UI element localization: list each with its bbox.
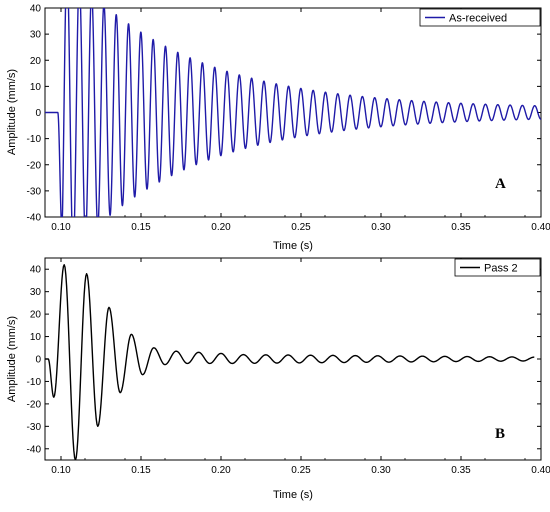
x-tick-label: 0.15 [131, 465, 151, 476]
panel-b-x-axis-title: Time (s) [273, 489, 313, 501]
panel-b-legend-box [454, 258, 541, 277]
panel-b-series [45, 264, 535, 460]
y-tick-label: -10 [27, 134, 42, 145]
panel-a-x-axis-title: Time (s) [273, 240, 313, 252]
panel-a-legend: As-received [419, 8, 541, 27]
x-tick-label: 0.20 [211, 465, 231, 476]
x-tick-label: 0.10 [51, 222, 71, 233]
panel-a-y-ticks: -40 -30 -20 -10 0 10 20 30 40 [27, 4, 541, 224]
y-tick-label: -40 [27, 213, 42, 224]
x-tick-label: 0.40 [531, 222, 550, 233]
y-tick-label: 10 [30, 332, 42, 343]
y-tick-label: -40 [27, 444, 42, 455]
y-tick-label: 0 [35, 108, 41, 119]
series-line-as-received [45, 8, 541, 217]
y-tick-label: 30 [30, 287, 42, 298]
panel-a-x-ticks: 0.10 0.15 0.20 0.25 0.30 0.35 0.40 [44, 8, 550, 233]
panel-b: 0.10 0.15 0.20 0.25 0.30 0.35 0.40 -40 -30 -20 -1… [6, 257, 550, 501]
y-tick-label: 40 [30, 265, 42, 276]
y-tick-label: 0 [35, 355, 41, 366]
y-tick-label: -30 [27, 186, 42, 197]
y-tick-label: 20 [30, 56, 42, 67]
x-tick-label: 0.20 [211, 222, 231, 233]
panel-b-y-ticks: -40 -30 -20 -10 0 10 20 30 40 [27, 265, 541, 455]
panel-a-legend-label: As-received [449, 13, 507, 25]
y-tick-label: -20 [27, 399, 42, 410]
x-tick-label: 0.10 [51, 465, 71, 476]
x-tick-label: 0.15 [131, 222, 151, 233]
panel-a-y-axis-title: Amplitude (mm/s) [6, 69, 18, 155]
y-tick-label: 10 [30, 82, 42, 93]
series-line-pass-2 [45, 264, 535, 460]
x-tick-label: 0.30 [371, 465, 391, 476]
y-tick-label: -30 [27, 422, 42, 433]
x-tick-label: 0.30 [371, 222, 391, 233]
panel-a-series [45, 8, 541, 217]
y-tick-label: -20 [27, 160, 42, 171]
panel-a: 0.10 0.15 0.20 0.25 0.30 0.35 0.40 -40 -30 -20 -1… [6, 4, 550, 253]
y-tick-label: 30 [30, 30, 42, 41]
panel-b-y-axis-title: Amplitude (mm/s) [6, 316, 18, 402]
y-tick-label: 20 [30, 310, 42, 321]
x-tick-label: 0.25 [291, 465, 311, 476]
panel-a-label: A [495, 176, 506, 192]
x-tick-label: 0.40 [531, 465, 550, 476]
y-tick-label: -10 [27, 377, 42, 388]
panel-b-label: B [495, 426, 505, 442]
panel-b-x-ticks: 0.10 0.15 0.20 0.25 0.30 0.35 0.40 [44, 258, 550, 476]
y-tick-label: 40 [30, 4, 42, 15]
panel-b-legend-label: Pass 2 [484, 263, 518, 275]
x-tick-label: 0.35 [451, 465, 471, 476]
panel-b-legend: Pass 2 [454, 258, 541, 277]
panel-a-legend-box [419, 8, 541, 27]
x-tick-label: 0.25 [291, 222, 311, 233]
x-tick-label: 0.35 [451, 222, 471, 233]
